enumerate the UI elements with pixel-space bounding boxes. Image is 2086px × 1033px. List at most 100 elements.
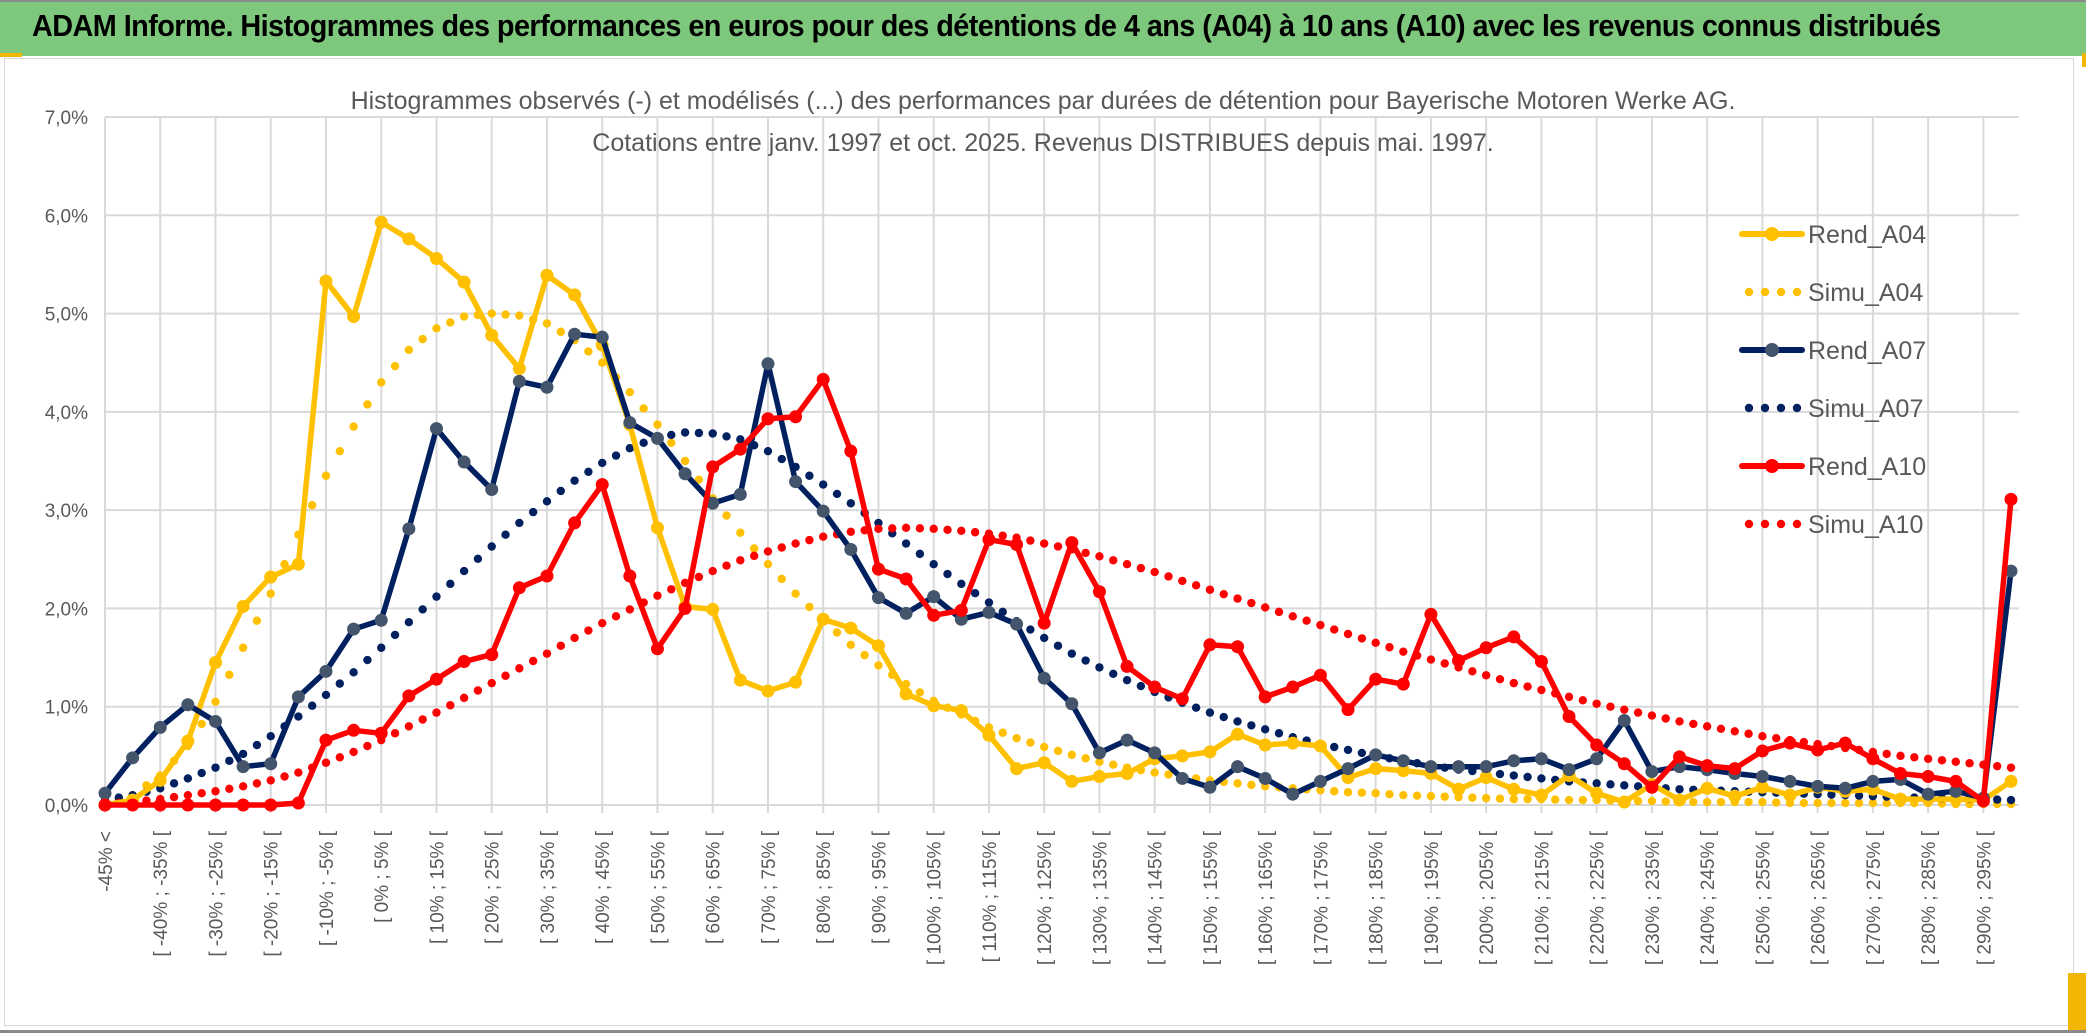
x-tick-label: [ 220% ; 225% [ (1588, 830, 1609, 965)
dot-simu-a07 (1260, 725, 1270, 734)
dot-simu-a04 (832, 628, 842, 637)
dot-simu-a04 (667, 438, 676, 448)
y-tick-label: 3,0% (45, 501, 88, 522)
dot-simu-a07 (708, 429, 717, 438)
marker-rend-a10 (1673, 750, 1687, 764)
dot-simu-a10 (252, 779, 262, 788)
dot-simu-a10 (183, 790, 193, 800)
dot-simu-a07 (1191, 703, 1201, 712)
dot-simu-a07 (570, 476, 579, 485)
dot-simu-a10 (432, 708, 441, 717)
marker-rend-a07 (568, 327, 582, 341)
dot-simu-a04 (625, 388, 635, 397)
marker-rend-a10 (1341, 703, 1355, 717)
marker-rend-a07 (1921, 787, 1935, 801)
marker-rend-a07 (706, 496, 720, 510)
dot-simu-a07 (1992, 795, 2002, 804)
dot-simu-a10 (280, 772, 289, 781)
marker-rend-a04 (899, 687, 913, 701)
legend-marker-icon (1765, 343, 1779, 357)
legend-label: Simu_A10 (1808, 511, 1923, 539)
dot-simu-a04 (1578, 795, 1588, 805)
dot-simu-a07 (197, 768, 206, 778)
marker-rend-a07 (844, 542, 858, 556)
dot-simu-a07 (984, 598, 994, 607)
dot-simu-a07 (501, 530, 510, 539)
dot-simu-a04 (418, 334, 427, 344)
dot-simu-a04 (1481, 793, 1491, 803)
marker-rend-a10 (871, 562, 885, 576)
dot-simu-a10 (404, 722, 414, 731)
y-tick-label: 0,0% (45, 796, 88, 817)
dot-simu-a04 (846, 640, 856, 649)
marker-rend-a10 (816, 372, 830, 386)
marker-rend-a10 (1313, 668, 1327, 682)
dot-simu-a10 (957, 526, 966, 535)
dot-simu-a04 (542, 319, 552, 328)
dot-simu-a10 (1260, 603, 1270, 612)
x-tick-label: [ 60% ; 65% [ (704, 830, 725, 944)
marker-rend-a10 (181, 798, 195, 812)
dot-simu-a04 (197, 719, 206, 729)
dot-simu-a04 (501, 310, 510, 319)
dot-simu-a10 (874, 524, 883, 534)
legend-dot-icon (1760, 519, 1770, 529)
dot-simu-a07 (1219, 712, 1228, 722)
x-tick-label: [ 40% ; 45% [ (593, 830, 614, 944)
marker-rend-a07 (1452, 760, 1466, 774)
marker-rend-a07 (1396, 754, 1410, 768)
dot-simu-a07 (446, 579, 455, 589)
marker-rend-a04 (1673, 793, 1687, 807)
y-tick-label: 2,0% (45, 599, 88, 620)
marker-rend-a04 (236, 599, 250, 613)
marker-rend-a04 (1728, 789, 1742, 803)
marker-rend-a10 (1120, 659, 1134, 673)
y-axis-ticks: 0,0% 1,0% 2,0% 3,0% 4,0% 5,0% 6,0% 7,0% (45, 108, 88, 817)
dot-simu-a04 (1868, 798, 1878, 808)
legend-dot-icon (1776, 287, 1786, 297)
marker-rend-a04 (650, 521, 664, 535)
marker-rend-a10 (264, 798, 278, 812)
dot-simu-a10 (1205, 585, 1215, 594)
dot-simu-a07 (970, 588, 980, 598)
dot-simu-a10 (1481, 671, 1491, 680)
marker-rend-a07 (264, 757, 278, 771)
dot-simu-a10 (1633, 708, 1643, 717)
dot-simu-a10 (1164, 572, 1173, 581)
dot-simu-a04 (1841, 798, 1850, 808)
dot-simu-a04 (1385, 789, 1394, 799)
dot-simu-a10 (1081, 548, 1090, 558)
dot-simu-a10 (846, 527, 856, 536)
dot-simu-a07 (432, 592, 441, 601)
chart-area (4, 58, 2074, 1026)
dot-simu-a04 (404, 345, 414, 355)
marker-rend-a10 (153, 798, 167, 812)
dot-simu-a10 (1274, 607, 1284, 617)
dot-simu-a10 (294, 768, 303, 777)
marker-rend-a04 (512, 362, 526, 376)
dot-simu-a07 (1067, 649, 1077, 658)
marker-rend-a07 (1369, 748, 1383, 762)
legend-marker-icon (1765, 227, 1779, 241)
x-tick-label: [ 80% ; 85% [ (814, 830, 835, 944)
legend-dot-icon (1792, 519, 1802, 529)
marker-rend-a10 (1838, 736, 1852, 750)
dot-simu-a04 (1758, 797, 1767, 807)
x-tick-label: [ -10% ; -5% [ (317, 830, 338, 946)
dot-simu-a10 (998, 531, 1007, 540)
marker-rend-a07 (1590, 752, 1604, 766)
marker-rend-a04 (1231, 727, 1245, 741)
marker-rend-a10 (236, 798, 250, 812)
dot-simu-a10 (763, 547, 773, 556)
marker-rend-a07 (1479, 760, 1493, 774)
marker-rend-a07 (485, 483, 499, 497)
dot-simu-a07 (929, 560, 938, 569)
dot-simu-a07 (211, 763, 220, 772)
dot-simu-a04 (1564, 795, 1574, 805)
marker-rend-a04 (374, 215, 388, 229)
dot-simu-a10 (1150, 567, 1159, 577)
legend-dot-icon (1776, 403, 1786, 413)
dot-simu-a04 (238, 643, 248, 652)
marker-rend-a07 (761, 357, 775, 371)
dot-simu-a07 (321, 690, 331, 700)
